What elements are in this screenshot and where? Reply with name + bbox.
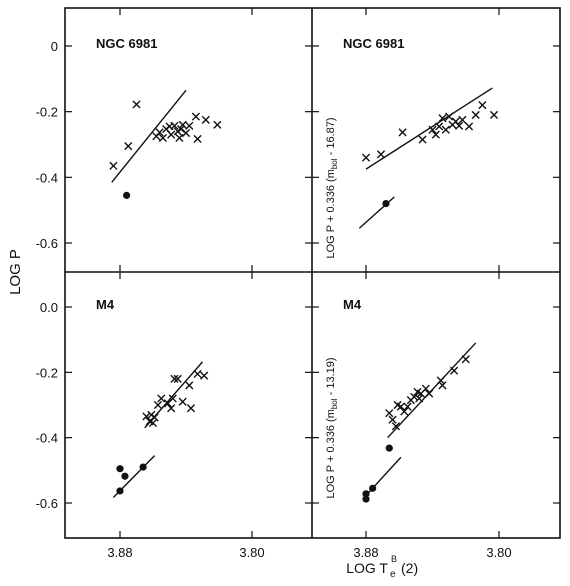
fit-line <box>111 89 187 183</box>
data-point-cross <box>489 110 499 120</box>
y-tick-label: 0 <box>51 39 58 54</box>
data-point-cross <box>441 125 450 134</box>
data-point-cross <box>213 120 222 129</box>
panel-y-axis-label-suffix: - 16.87) <box>325 117 337 158</box>
data-point-dot <box>123 191 131 199</box>
panel-4: M4 3.88 3.80 LOG P + 0.336 (mbol - 13.19) <box>312 272 560 560</box>
panel-y-axis-label-suffix: - 13.19) <box>325 357 337 398</box>
data-point-cross <box>400 407 409 416</box>
data-point-cross <box>175 133 184 143</box>
data-point-cross <box>186 404 196 413</box>
data-point-cross <box>170 374 179 383</box>
x-tick-label: 3.88 <box>107 545 132 560</box>
panel-2: NGC 6981 LOG P + 0.336 (mbol - 16.87) <box>312 8 560 272</box>
panel-title: M4 <box>343 297 362 312</box>
data-point-dot <box>116 465 124 473</box>
fit-line <box>112 455 156 498</box>
fit-line <box>144 361 204 429</box>
data-point-cross <box>193 134 202 144</box>
data-point-dot <box>362 490 370 498</box>
data-point-cross <box>201 115 210 124</box>
data-point-cross <box>438 381 447 390</box>
data-point-cross <box>132 100 141 109</box>
x-tick-label: 3.88 <box>353 545 378 560</box>
data-point-cross <box>170 121 179 130</box>
data-point-cross <box>421 384 430 393</box>
y-tick-label: -0.4 <box>36 170 58 185</box>
y-tick-label: -0.6 <box>36 496 58 511</box>
panel-y-axis-label-main: LOG P + 0.336 (m <box>325 169 337 258</box>
panel-y-axis-label-subscript: bol <box>330 398 339 409</box>
x-axis-label-superscript: B <box>391 554 397 564</box>
y-tick-label: -0.2 <box>36 365 58 380</box>
data-point-cross <box>173 374 182 383</box>
data-point-cross <box>109 161 118 170</box>
x-axis-label-subscript: e <box>390 569 396 580</box>
data-point-cross <box>403 402 412 411</box>
data-point-cross <box>181 128 191 138</box>
data-point-cross <box>157 394 166 403</box>
panel-y-axis-label-main: LOG P + 0.336 (m <box>325 409 337 498</box>
data-point-cross <box>200 371 209 380</box>
x-tick-label: 3.80 <box>486 545 511 560</box>
data-point-cross <box>178 397 187 406</box>
data-point-cross <box>376 150 386 159</box>
data-point-cross <box>193 369 202 379</box>
panel-3: M4 3.88 3.80 0.0 -0.2 -0.4 -0.6 <box>36 272 312 560</box>
panel-title: M4 <box>96 297 115 312</box>
panel-y-axis-label: LOG P + 0.336 (mbol - 13.19) <box>325 357 339 498</box>
data-point-cross <box>361 153 371 162</box>
panel-title: NGC 6981 <box>343 36 404 51</box>
data-point-cross <box>458 115 467 124</box>
data-point-cross <box>455 121 464 130</box>
data-point-cross <box>464 122 474 131</box>
panel-y-axis-label-subscript: bol <box>330 158 339 169</box>
data-point-cross <box>158 133 167 143</box>
data-point-dot <box>362 495 370 503</box>
data-point-cross <box>385 409 394 418</box>
data-point-cross <box>124 142 133 151</box>
x-axis-label-main: LOG T <box>346 560 388 576</box>
data-point-cross <box>391 422 401 431</box>
data-point-cross <box>438 114 447 123</box>
data-point-cross <box>155 128 164 137</box>
panel-y-axis-label: LOG P + 0.336 (mbol - 16.87) <box>325 117 339 258</box>
data-point-cross <box>142 412 151 421</box>
y-tick-label: -0.2 <box>36 105 58 120</box>
fit-line <box>365 87 493 170</box>
data-point-cross <box>478 101 487 110</box>
x-tick-label: 3.80 <box>239 545 264 560</box>
data-point-cross <box>185 381 194 390</box>
data-point-cross <box>176 124 186 134</box>
panel-1: NGC 6981 0 -0.2 -0.4 -0.6 <box>36 8 312 272</box>
fit-line <box>358 196 395 229</box>
x-axis-label-suffix: (2) <box>401 560 418 576</box>
data-point-dot <box>385 444 393 452</box>
data-point-cross <box>167 130 176 139</box>
data-point-cross <box>388 415 397 424</box>
y-tick-label: -0.6 <box>36 236 58 251</box>
data-point-cross <box>191 112 200 121</box>
panel-title: NGC 6981 <box>96 36 157 51</box>
data-point-cross <box>167 404 176 413</box>
y-tick-label: 0.0 <box>40 300 58 315</box>
data-point-dot <box>121 472 129 480</box>
data-point-cross <box>185 121 194 130</box>
y-axis-label: LOG P <box>7 249 24 295</box>
data-point-cross <box>471 110 480 120</box>
data-point-cross <box>396 402 406 411</box>
data-point-cross <box>398 128 407 137</box>
data-point-cross <box>431 130 440 139</box>
fit-line <box>365 456 402 496</box>
y-tick-label: -0.4 <box>36 431 58 446</box>
data-point-cross <box>410 392 419 401</box>
data-point-cross <box>418 135 427 144</box>
chart-panels: NGC 6981 0 -0.2 -0.4 -0.6 NGC 6981 LOG P + 0.3… <box>36 8 560 560</box>
fit-line <box>387 342 477 439</box>
data-point-cross <box>178 120 187 129</box>
data-point-cross <box>168 394 177 403</box>
data-point-cross <box>153 400 163 410</box>
